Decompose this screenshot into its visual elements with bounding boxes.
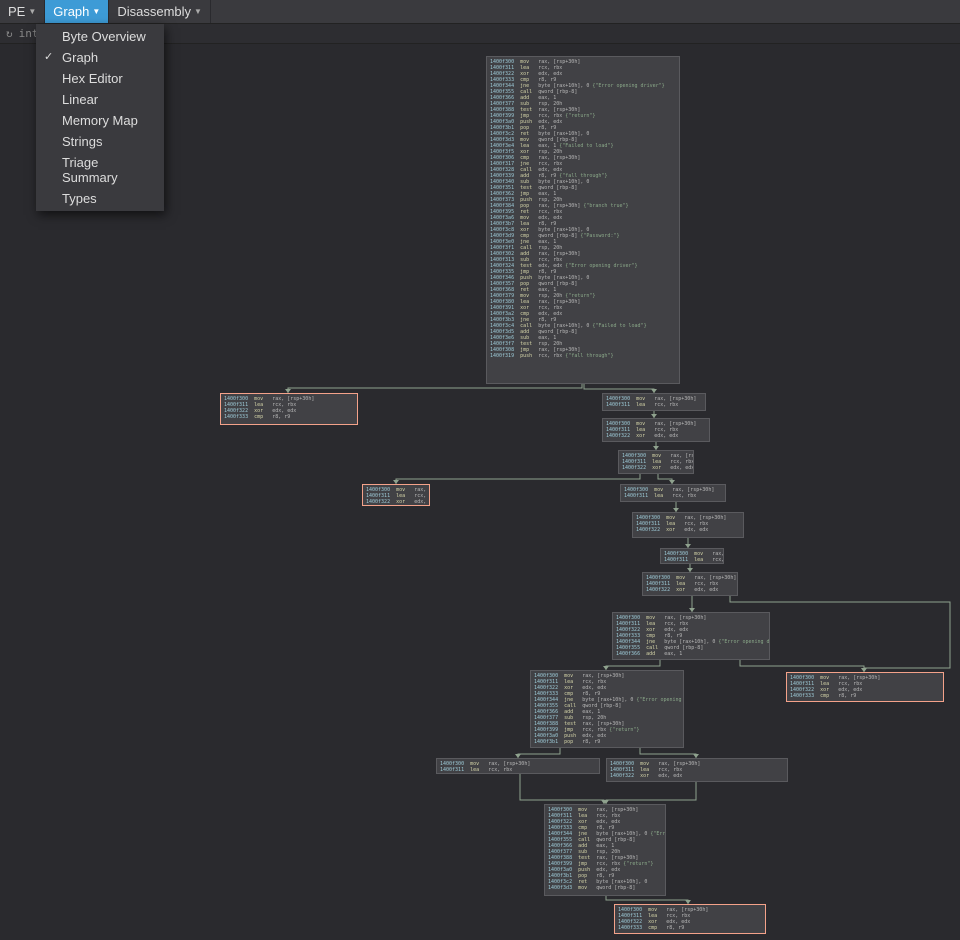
view-toolbar: PE ▼ Graph ▼ Disassembly ▼ bbox=[0, 0, 960, 24]
toolbar-tab-graph[interactable]: Graph ▼ bbox=[45, 0, 109, 23]
toolbar-tab-disassembly[interactable]: Disassembly ▼ bbox=[109, 0, 211, 23]
dropdown-item-graph[interactable]: ✓ Graph bbox=[36, 47, 164, 68]
view-dropdown: Byte Overview ✓ Graph Hex Editor Linear Memor… bbox=[36, 24, 164, 211]
cfg-node[interactable]: 1400f300 mov rax, [rsp+30h] 1400f311 lea… bbox=[220, 393, 358, 425]
dropdown-item-triage-summary[interactable]: Triage Summary bbox=[36, 152, 164, 188]
cfg-node[interactable]: 1400f300 mov rax, [rsp+30h] 1400f311 lea… bbox=[530, 670, 684, 748]
caret-down-icon: ▼ bbox=[28, 7, 36, 16]
dropdown-item-label: Byte Overview bbox=[62, 29, 146, 44]
cfg-node[interactable]: 1400f300 mov rax, [rsp+30h] 1400f311 lea… bbox=[642, 572, 738, 596]
dropdown-item-linear[interactable]: Linear bbox=[36, 89, 164, 110]
reload-icon[interactable]: ↻ bbox=[6, 27, 13, 40]
cfg-node[interactable]: 1400f300 mov rax, [rsp+30h] 1400f311 lea… bbox=[486, 56, 680, 384]
toolbar-tab-label: Disassembly bbox=[117, 4, 191, 19]
check-icon: ✓ bbox=[44, 50, 53, 63]
dropdown-item-label: Strings bbox=[62, 134, 102, 149]
cfg-node[interactable]: 1400f300 mov rax, [rsp+30h] 1400f311 lea… bbox=[362, 484, 430, 506]
cfg-node[interactable]: 1400f300 mov rax, [rsp+30h] 1400f311 lea… bbox=[786, 672, 944, 702]
dropdown-item-byte-overview[interactable]: Byte Overview bbox=[36, 26, 164, 47]
toolbar-tab-label: Graph bbox=[53, 4, 89, 19]
dropdown-item-label: Hex Editor bbox=[62, 71, 123, 86]
caret-down-icon: ▼ bbox=[92, 7, 100, 16]
cfg-node[interactable]: 1400f300 mov rax, [rsp+30h] 1400f311 lea… bbox=[606, 758, 788, 782]
caret-down-icon: ▼ bbox=[194, 7, 202, 16]
dropdown-item-strings[interactable]: Strings bbox=[36, 131, 164, 152]
cfg-node[interactable]: 1400f300 mov rax, [rsp+30h] 1400f311 lea… bbox=[612, 612, 770, 660]
cfg-node[interactable]: 1400f300 mov rax, [rsp+30h] 1400f311 lea… bbox=[632, 512, 744, 538]
dropdown-item-hex-editor[interactable]: Hex Editor bbox=[36, 68, 164, 89]
toolbar-tab-label: PE bbox=[8, 4, 25, 19]
cfg-node[interactable]: 1400f300 mov rax, [rsp+30h] 1400f311 lea… bbox=[660, 548, 724, 564]
cfg-node[interactable]: 1400f300 mov rax, [rsp+30h] 1400f311 lea… bbox=[614, 904, 766, 934]
cfg-node[interactable]: 1400f300 mov rax, [rsp+30h] 1400f311 lea… bbox=[602, 418, 710, 442]
cfg-node[interactable]: 1400f300 mov rax, [rsp+30h] 1400f311 lea… bbox=[620, 484, 726, 502]
dropdown-item-memory-map[interactable]: Memory Map bbox=[36, 110, 164, 131]
cfg-node[interactable]: 1400f300 mov rax, [rsp+30h] 1400f311 lea… bbox=[544, 804, 666, 896]
cfg-node[interactable]: 1400f300 mov rax, [rsp+30h] 1400f311 lea… bbox=[602, 393, 706, 411]
cfg-node[interactable]: 1400f300 mov rax, [rsp+30h] 1400f311 lea… bbox=[436, 758, 600, 774]
dropdown-item-label: Memory Map bbox=[62, 113, 138, 128]
dropdown-item-label: Linear bbox=[62, 92, 98, 107]
dropdown-item-label: Graph bbox=[62, 50, 98, 65]
cfg-node[interactable]: 1400f300 mov rax, [rsp+30h] 1400f311 lea… bbox=[618, 450, 694, 474]
dropdown-item-label: Types bbox=[62, 191, 97, 206]
dropdown-item-label: Triage Summary bbox=[62, 155, 118, 185]
toolbar-tab-pe[interactable]: PE ▼ bbox=[0, 0, 45, 23]
dropdown-item-types[interactable]: Types bbox=[36, 188, 164, 209]
